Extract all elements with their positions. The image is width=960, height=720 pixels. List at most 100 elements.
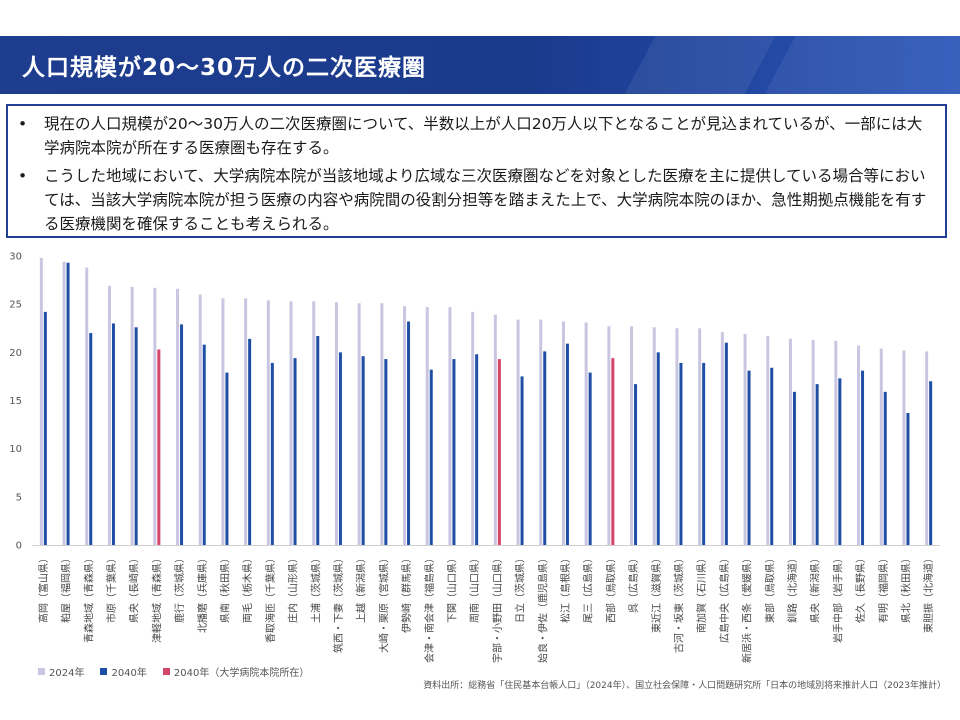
y-tick-label: 0	[16, 541, 22, 552]
bar-2024	[652, 327, 656, 545]
bar-2024	[198, 294, 202, 545]
bar-2040	[429, 369, 433, 545]
x-tick-label: 鹿行（茨城県）	[173, 553, 186, 623]
bar-2040	[838, 378, 842, 545]
x-tick-label: 上越（新潟県）	[355, 553, 368, 623]
bar-2040	[588, 372, 592, 545]
x-tick-label: 古河・坂東（茨城県）	[672, 553, 685, 653]
bar-2024	[561, 321, 565, 545]
bar-2040	[134, 327, 138, 545]
x-tick-label: 筑西・下妻（茨城県）	[332, 553, 345, 653]
x-tick-label: 両毛（栃木県）	[241, 553, 254, 623]
bar-2024	[130, 286, 134, 545]
legend-item-2024: 2024年	[38, 664, 84, 679]
bar-2040	[475, 354, 479, 545]
bar-2040	[792, 391, 796, 545]
bar-2024	[675, 328, 679, 545]
bar-2024	[39, 257, 43, 545]
bar-2024	[539, 319, 543, 545]
x-tick-label: 青森地域（青森県）	[82, 553, 95, 643]
bar-2024	[788, 338, 792, 545]
legend-swatch	[100, 668, 108, 675]
bar-2024	[698, 328, 702, 545]
bar-2040	[111, 323, 115, 545]
bar-2040	[180, 324, 184, 545]
x-tick-label: 新居浜・西条（愛媛県）	[741, 553, 754, 663]
bar-2040	[384, 359, 388, 545]
legend-label: 2040年	[111, 668, 147, 679]
y-tick-label: 20	[9, 348, 22, 359]
y-tick-label: 5	[16, 492, 22, 503]
bar-2024	[925, 351, 929, 545]
x-tick-label: 佐久（長野県）	[855, 553, 867, 623]
bullet-text: こうした地域において、大学病院本院が当該地域より広域な三次医療圏などを対象とした…	[44, 167, 927, 233]
bar-2040	[747, 370, 751, 545]
bullet-dot: •	[18, 167, 28, 185]
x-tick-label: 土浦（茨城県）	[309, 553, 322, 623]
bullet-text: 現在の人口規模が20～30万人の二次医療圏について、半数以上が人口20万人以下と…	[44, 115, 923, 157]
bar-2040	[225, 372, 229, 545]
bar-2024	[357, 303, 361, 545]
bar-2024	[85, 267, 89, 545]
bar-2040	[452, 359, 456, 545]
bar-2024	[448, 307, 452, 545]
legend-label: 2024年	[49, 668, 85, 679]
x-tick-label: 周南（山口県）	[468, 553, 481, 623]
x-tick-label: 東胆振（北海道）	[922, 553, 935, 633]
bar-2024	[743, 334, 747, 545]
bar-2040	[338, 352, 342, 545]
bar-2040	[906, 413, 910, 545]
bullet-item: • こうした地域において、大学病院本院が当該地域より広域な三次医療圏などを対象と…	[18, 164, 935, 236]
x-tick-label: 北播磨（兵庫県）	[196, 553, 209, 633]
bar-2040	[929, 381, 933, 545]
source-note: 資料出所：総務省「住民基本台帳人口」（2024年）、国立社会保障・人口問題研究所…	[423, 681, 946, 691]
bar-2040	[883, 391, 887, 545]
bar-2040-university	[157, 349, 161, 545]
bar-2040	[248, 338, 252, 545]
bar-2024	[334, 302, 338, 545]
legend-swatch	[38, 668, 45, 675]
bar-2024	[516, 319, 520, 545]
bar-2040	[702, 362, 706, 545]
bar-2024	[244, 298, 248, 545]
bar-2024	[62, 261, 66, 545]
bar-2024	[584, 322, 588, 545]
x-tick-label: 有明（福岡県）	[877, 553, 890, 623]
bar-2040	[316, 335, 320, 545]
bar-chart: 0 5 10 15 20 25 30 高岡（富山県） 粕屋（福岡県） 青森地域（青森県） 市原（千葉…	[9, 252, 940, 663]
x-tick-label: 県北（秋田県）	[899, 553, 912, 623]
bar-2024	[289, 301, 293, 545]
x-tick-label: 県央（長崎県）	[128, 553, 141, 623]
bar-2024	[221, 298, 225, 545]
y-tick-label: 25	[9, 300, 22, 311]
x-tick-label: 尾三（広島県）	[582, 553, 595, 623]
bar-2024	[266, 300, 270, 545]
bar-2024	[879, 348, 883, 545]
bar-2024	[153, 287, 157, 545]
bar-2024	[720, 332, 724, 545]
bar-2040	[634, 384, 638, 545]
legend-item-2040-univ: 2040年（大学病院本院所在）	[162, 664, 310, 679]
bar-2024	[857, 345, 861, 545]
bar-2024	[607, 326, 611, 545]
bar-2040	[656, 352, 660, 545]
x-tick-label: 会津・南会津（福島県）	[423, 553, 436, 663]
x-tick-label: 姶良・伊佐（鹿児島県）	[536, 553, 549, 663]
bar-2040	[724, 342, 728, 545]
bar-2040	[520, 376, 524, 545]
y-tick-label: 15	[9, 396, 22, 407]
bar-2040	[543, 351, 547, 545]
bar-2040-university	[497, 359, 501, 545]
bar-2040	[202, 344, 206, 545]
legend-label: 2040年（大学病院本院所在）	[173, 668, 310, 679]
x-tick-label: 大崎・栗原（宮城県）	[377, 553, 390, 653]
bar-2040-university	[611, 358, 615, 545]
bar-2024	[834, 340, 838, 545]
x-tick-label: 日立（茨城県）	[514, 553, 527, 623]
x-tick-label: 県央（新潟県）	[809, 553, 822, 623]
x-tick-label: 香取海匝（千葉県）	[264, 553, 277, 643]
bar-2024	[902, 350, 906, 545]
bar-2024	[176, 288, 180, 545]
x-tick-label: 県南（秋田県）	[218, 553, 231, 623]
y-tick-label: 10	[9, 444, 22, 455]
